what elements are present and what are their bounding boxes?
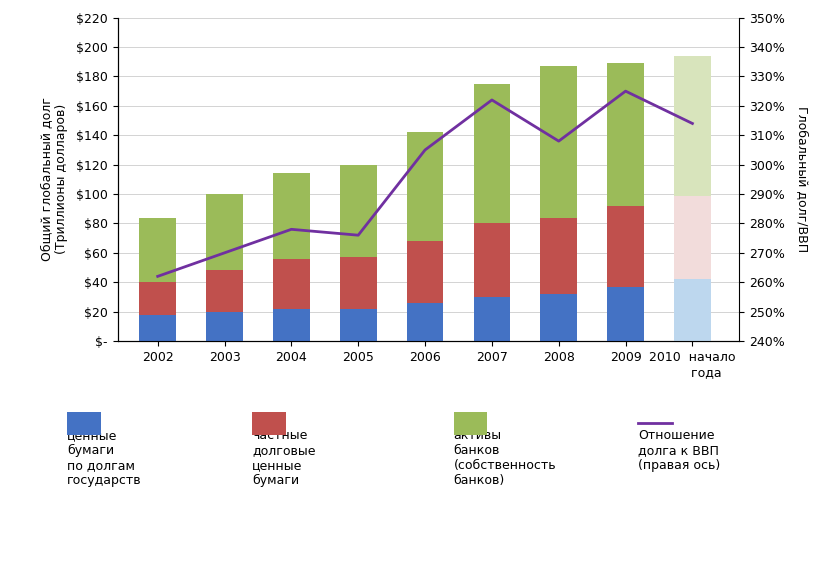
Bar (674, 195, 711, 279)
Bar (340, 258, 376, 309)
Y-axis label: Глобальный долг/ВВП: Глобальный долг/ВВП (796, 106, 809, 252)
Bar (607, 287, 644, 341)
Bar (674, 279, 711, 341)
Text: частные
долговые
ценные
бумаги: частные долговые ценные бумаги (252, 429, 316, 487)
Bar (540, 294, 577, 341)
Text: активы
банков
(собственность
банков): активы банков (собственность банков) (454, 429, 556, 487)
Bar (206, 270, 243, 312)
Bar (674, 56, 711, 195)
Bar (407, 241, 444, 303)
Bar (273, 309, 310, 341)
Bar (340, 309, 376, 341)
Bar (139, 218, 176, 282)
Bar (206, 194, 243, 270)
Bar (206, 312, 243, 341)
Bar (474, 83, 510, 223)
Bar (607, 64, 644, 206)
Bar (139, 315, 176, 341)
Bar (340, 165, 376, 258)
Bar (273, 173, 310, 259)
Bar (139, 282, 176, 315)
Text: Отношение
долга к ВВП
(правая ось): Отношение долга к ВВП (правая ось) (638, 429, 721, 472)
Bar (407, 132, 444, 241)
Bar (407, 303, 444, 341)
Text: ценные
бумаги
по долгам
государств: ценные бумаги по долгам государств (67, 429, 142, 487)
Bar (540, 218, 577, 294)
Bar (607, 206, 644, 287)
Bar (474, 223, 510, 297)
Y-axis label: Общий глобальный долг
(Триллионы долларов): Общий глобальный долг (Триллионы долларо… (39, 98, 68, 261)
Bar (273, 259, 310, 309)
Bar (474, 297, 510, 341)
Bar (540, 66, 577, 218)
